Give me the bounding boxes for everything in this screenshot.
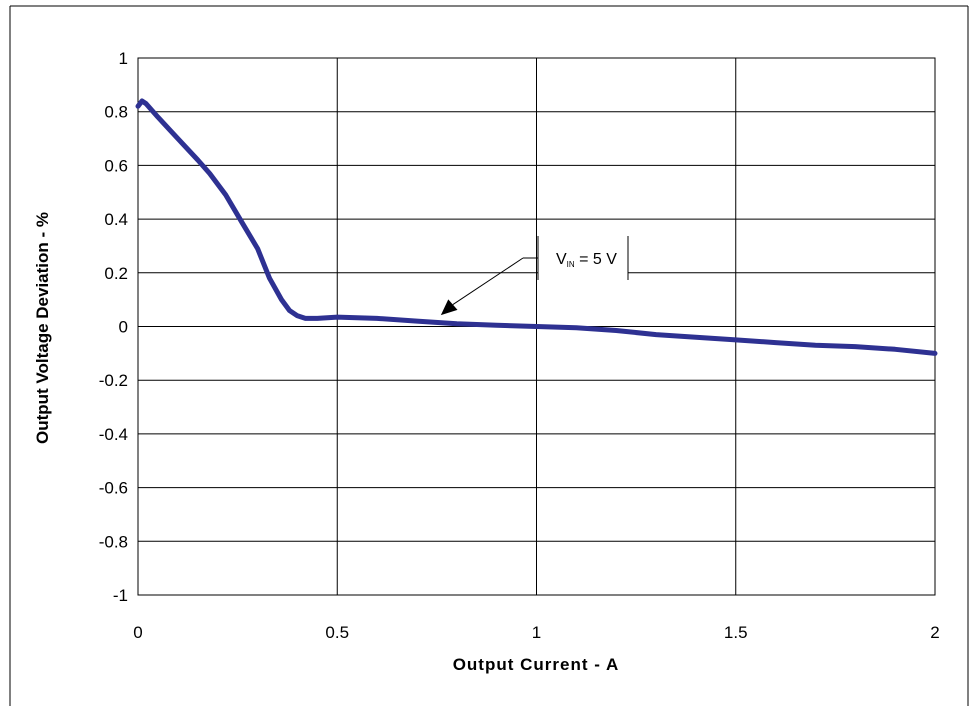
tick-labels: 1 0.8 0.6 0.4 0.2 0 -0.2 -0.4 -0.6 -0.8 -1 0 0.5 1 1.5… (99, 49, 940, 642)
annotation-label-rest: = 5 V (575, 251, 618, 268)
x-axis-label: Output Current - A (453, 655, 620, 674)
y-tick-label: 0.2 (104, 264, 128, 283)
annotation-arrow-line (452, 257, 524, 305)
series (135, 98, 938, 356)
y-tick-label: -1 (113, 586, 128, 605)
y-tick-label: -0.4 (99, 425, 128, 444)
y-tick-label: 0 (119, 318, 128, 337)
annotation-label: VIN = 5 V (556, 251, 617, 269)
y-tick-label: -0.6 (99, 479, 128, 498)
x-tick-label: 1.5 (724, 623, 748, 642)
annotation-label-subscript: IN (567, 260, 575, 269)
annotation: VIN = 5 V (440, 236, 629, 316)
x-tick-label: 2 (930, 623, 939, 642)
x-tick-label: 1 (532, 623, 541, 642)
y-tick-label: 0.4 (104, 210, 128, 229)
x-tick-label: 0 (133, 623, 142, 642)
series-line (135, 98, 938, 356)
annotation-arrowhead (440, 299, 458, 316)
y-tick-label: 0.8 (104, 103, 128, 122)
y-axis-label: Output Voltage Deviation - % (33, 212, 52, 444)
y-tick-label: 1 (119, 49, 128, 68)
annotation-box (538, 236, 628, 280)
x-tick-label: 0.5 (325, 623, 349, 642)
y-tick-label: 0.6 (104, 156, 128, 175)
y-tick-label: -0.8 (99, 532, 128, 551)
annotation-label-main: V (556, 251, 567, 268)
y-tick-label: -0.2 (99, 371, 128, 390)
plot-area (137, 57, 936, 596)
